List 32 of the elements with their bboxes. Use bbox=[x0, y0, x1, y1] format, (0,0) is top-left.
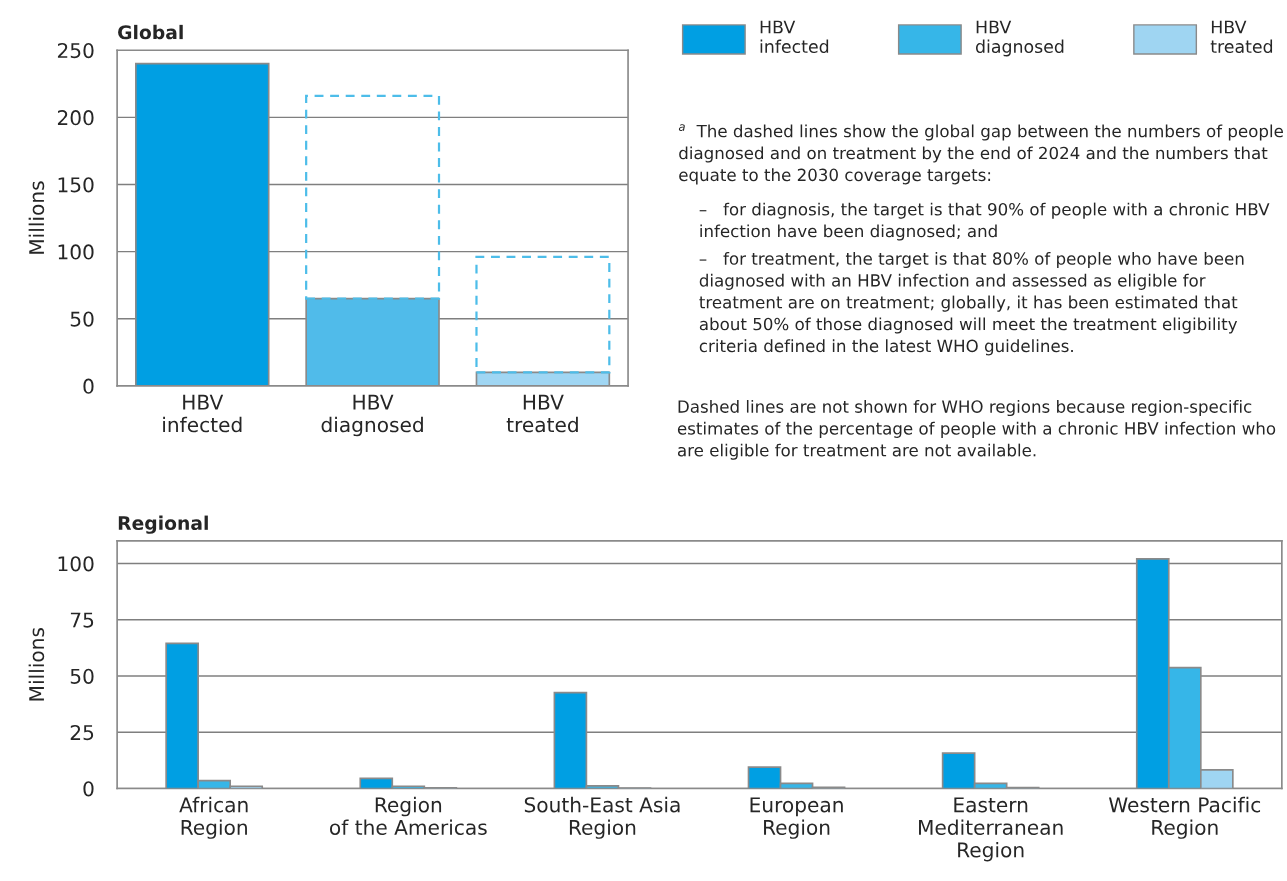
text: – for diagnosis, the target is that 90% of people with a chronic HBV infection have been diagnosed; and bbox=[699, 202, 1270, 241]
x-tick-label: Eastern Mediterranean Region bbox=[919, 797, 1063, 862]
legend-label: HBV infected bbox=[760, 20, 829, 54]
x-tick-label: HBV treated bbox=[506, 394, 578, 433]
y-tick-label: 25 bbox=[70, 724, 94, 741]
x-tick-label: South-East Asia Region bbox=[524, 796, 680, 839]
bar bbox=[475, 255, 611, 374]
y-tick-label: 50 bbox=[70, 668, 94, 684]
text: Dashed lines are not shown for WHO regions because region-specific estimates of the percentage of people with a chronic HBV infection who are eligible for treatment are not available. bbox=[677, 399, 1276, 460]
y-tick-label: 50 bbox=[70, 311, 94, 327]
x-tick-label: Western Pacific Region bbox=[1108, 796, 1261, 839]
y-tick-label: 75 bbox=[70, 612, 94, 628]
y-tick-label: 250 bbox=[57, 42, 94, 59]
x-tick-label: European Region bbox=[750, 797, 843, 839]
x-tick-label: African Region bbox=[179, 796, 248, 839]
x-tick-label: Region of the Americas bbox=[330, 796, 487, 835]
y-tick-label: 0 bbox=[83, 378, 94, 394]
x-tick-label: HBV infected bbox=[163, 394, 242, 433]
x-tick-label: HBV diagnosed bbox=[321, 394, 423, 437]
legend-label: HBV diagnosed bbox=[975, 20, 1064, 57]
legend-label: HBV treated bbox=[1210, 20, 1273, 54]
y-tick-label: 0 bbox=[83, 781, 94, 797]
y-axis-title: Millions bbox=[28, 628, 45, 701]
y-tick-label: 200 bbox=[57, 110, 94, 126]
y-tick-label: 150 bbox=[58, 177, 94, 193]
chart-title: Regional bbox=[118, 515, 208, 534]
text: $^{a}$ The dashed lines show the global gap between the numbers of people diagnosed and on treatment by the end of 2024 and the numbers that equate to the 2030 coverage targets: bbox=[678, 124, 1283, 185]
chart-title: Global bbox=[118, 24, 183, 40]
y-axis-title: Millions bbox=[28, 181, 45, 254]
y-tick-label: 100 bbox=[58, 556, 94, 572]
y-tick-label: 100 bbox=[58, 244, 94, 260]
text: – for treatment, the target is that 80% of people who have been diagnosed with an HBV infection and assessed as eligible for treatment are on treatment; globally, it has been estimated that about 50% of those diagnosed will meet the treatment eligibility criteria defined in the latest WHO guidelines. bbox=[699, 251, 1244, 356]
